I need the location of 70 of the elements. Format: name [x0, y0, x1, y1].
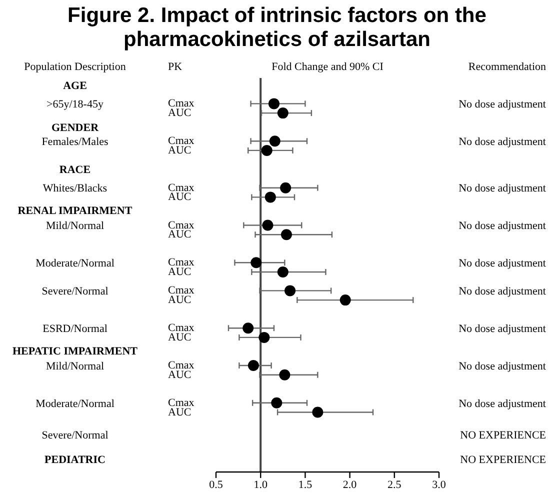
text: No dose adjustment	[458, 286, 546, 298]
text: Whites/Blacks	[42, 182, 108, 195]
point	[250, 257, 262, 268]
point	[277, 108, 288, 119]
point	[279, 369, 290, 380]
y-tick-label: Cmax	[168, 284, 195, 297]
text: No dose adjustment	[458, 98, 546, 111]
x-tick-label: 2.5	[388, 479, 402, 492]
x-tick-label: 2.0	[342, 479, 358, 492]
y-tick-label: AUC	[168, 228, 192, 241]
y-tick-label: Cmax	[168, 219, 195, 232]
text: No dose adjustment	[458, 258, 546, 270]
x-tick-label: 1.0	[254, 479, 268, 492]
point	[248, 360, 259, 371]
point	[277, 266, 288, 278]
text: Females/Males	[42, 136, 108, 148]
text: NO EXPERIENCE	[460, 430, 546, 442]
y-tick-label: AUC	[168, 191, 192, 204]
text: NO EXPERIENCE	[460, 454, 546, 466]
text: Population Description	[24, 60, 126, 73]
point	[312, 406, 324, 418]
text: No dose adjustment	[458, 322, 546, 335]
point	[268, 98, 280, 110]
text: Recommendation	[468, 60, 546, 73]
text: No dose adjustment	[458, 136, 546, 148]
text: >65y/18-45y	[46, 98, 104, 111]
y-tick-label: Cmax	[168, 396, 195, 409]
y-tick-label: AUC	[168, 294, 192, 306]
text: PK	[168, 60, 182, 73]
point	[271, 397, 282, 408]
point	[340, 294, 351, 306]
text: Mild/Normal	[46, 220, 104, 232]
y-tick-label: AUC	[168, 107, 192, 120]
text: PEDIATRIC	[44, 454, 106, 466]
point	[284, 285, 296, 296]
point	[264, 192, 276, 203]
point	[261, 144, 272, 156]
text: Moderate/Normal	[36, 258, 114, 270]
y-tick-label: Cmax	[168, 360, 195, 372]
y-tick-label: AUC	[168, 368, 192, 381]
y-tick-label: AUC	[168, 266, 192, 278]
chart-title: Figure 2. Impact of intrinsic factors on the pharmacokinetics of azilsartan	[68, 4, 486, 51]
y-tick-label: AUC	[168, 406, 192, 418]
text: RENAL IMPAIRMENT	[18, 205, 133, 218]
text: Moderate/Normal	[36, 398, 114, 410]
text: No dose adjustment	[458, 182, 546, 195]
point	[269, 136, 280, 147]
x-tick-label: 3.0	[432, 479, 446, 492]
y-tick-label: Cmax	[168, 256, 195, 269]
point	[280, 229, 292, 240]
text: Fold Change and 90% CI	[272, 60, 384, 73]
text: Severe/Normal	[42, 286, 108, 298]
text: GENDER	[51, 122, 100, 134]
point	[280, 182, 292, 194]
text: No dose adjustment	[458, 220, 546, 232]
text: AGE	[63, 80, 87, 92]
text: ESRD/Normal	[42, 322, 108, 335]
point	[262, 220, 274, 231]
text: HEPATIC IMPAIRMENT	[12, 345, 138, 358]
x-tick-label: 1.5	[298, 479, 313, 492]
x-tick-label: 0.5	[209, 479, 224, 492]
y-tick-label: Cmax	[168, 98, 195, 110]
text: Severe/Normal	[42, 430, 108, 442]
text: RACE	[59, 164, 91, 176]
text: No dose adjustment	[458, 398, 546, 410]
y-tick-label: Cmax	[168, 182, 195, 194]
point	[258, 332, 270, 343]
point	[242, 322, 254, 334]
text: Mild/Normal	[46, 360, 104, 372]
text: No dose adjustment	[458, 360, 546, 372]
